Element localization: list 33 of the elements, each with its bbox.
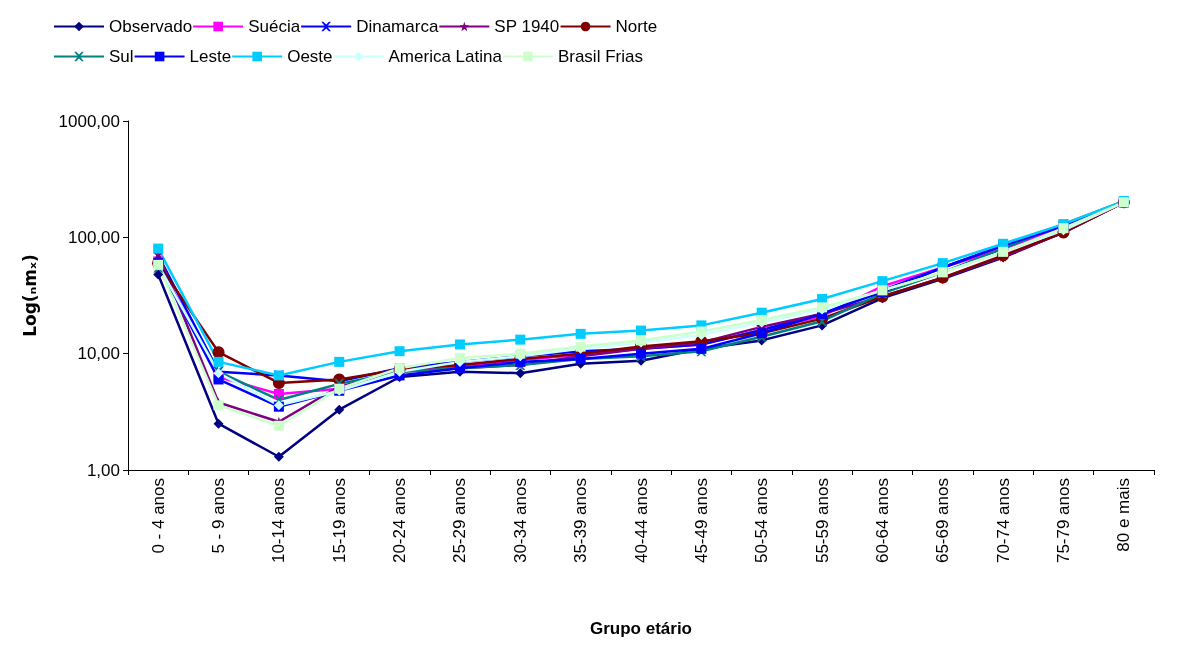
- x-tick-label: 75-79 anos: [1053, 478, 1073, 564]
- x-tick-label: 65-69 anos: [933, 478, 953, 564]
- x-tick-label: 5 - 9 anos: [209, 478, 229, 554]
- x-tick-label: 15-19 anos: [329, 478, 349, 564]
- legend-label: Norte: [615, 17, 658, 36]
- legend-label: SP 1940: [494, 17, 560, 36]
- legend-label: Suécia: [248, 17, 301, 36]
- x-tick-label: 20-24 anos: [390, 478, 410, 564]
- x-tick-label: 45-49 anos: [691, 478, 711, 564]
- y-tick-label: 1,00: [86, 460, 120, 480]
- x-tick-label: 35-39 anos: [571, 478, 591, 564]
- legend-label: Leste: [189, 47, 232, 66]
- y-axis-title: Log(ₙmₓ): [19, 254, 40, 337]
- x-tick-label: 50-54 anos: [752, 478, 772, 564]
- x-tick-label: 60-64 anos: [872, 478, 892, 564]
- x-axis-title: Grupo etário: [589, 619, 693, 638]
- legend-label: Oeste: [287, 47, 333, 66]
- legend-label: Dinamarca: [356, 17, 439, 36]
- x-tick-label: 80 e mais: [1114, 478, 1134, 552]
- y-tick-label: 1000,00: [58, 111, 120, 131]
- x-tick-label: 10-14 anos: [269, 478, 289, 564]
- x-tick-label: 30-34 anos: [510, 478, 530, 564]
- x-tick-label: 55-59 anos: [812, 478, 832, 564]
- legend-label: America Latina: [388, 47, 503, 66]
- y-tick-label: 100,00: [68, 227, 120, 247]
- legend-label: Brasil Frias: [557, 47, 643, 66]
- y-tick-label: 10,00: [77, 344, 120, 364]
- legend-label: Sul: [109, 47, 134, 66]
- x-tick-label: 0 - 4 anos: [148, 478, 168, 554]
- x-tick-label: 40-44 anos: [631, 478, 651, 564]
- legend-label: Observado: [109, 17, 193, 36]
- x-tick-label: 25-29 anos: [450, 478, 470, 564]
- x-tick-label: 70-74 anos: [993, 478, 1013, 564]
